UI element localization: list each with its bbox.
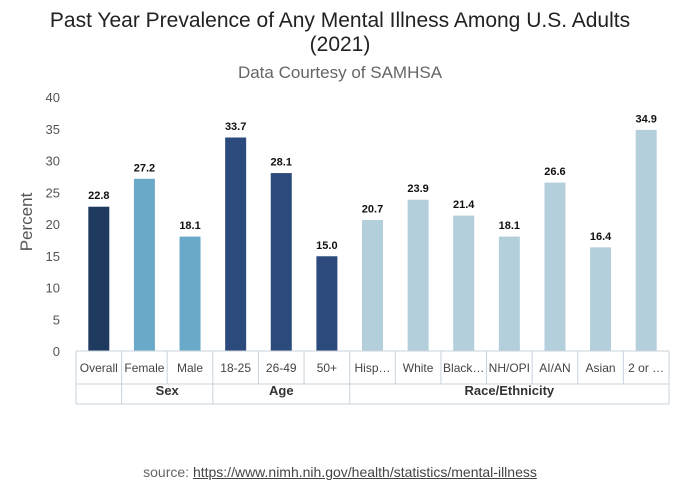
category-label: 2 or …	[628, 361, 664, 375]
bar	[361, 219, 384, 352]
group-label: Age	[269, 383, 294, 398]
data-label: 18.1	[499, 220, 520, 232]
data-label: 18.1	[179, 220, 200, 232]
y-tick-label: 25	[46, 185, 60, 200]
category-label: Hisp…	[354, 361, 390, 375]
bar	[132, 177, 156, 352]
bar-chart: Past Year Prevalence of Any Mental Illne…	[17, 9, 670, 405]
y-tick-label: 20	[46, 217, 60, 232]
y-axis-ticks: 0 5 10 15 20 25 30 35 40	[46, 90, 60, 359]
category-label: Overall	[80, 361, 118, 375]
source-note: source: https://www.nimh.nih.gov/health/…	[0, 464, 680, 480]
category-label: NH/OPI	[489, 361, 530, 375]
bar	[406, 198, 430, 352]
data-label: 34.9	[635, 113, 656, 125]
y-tick-label: 35	[46, 122, 60, 137]
y-tick-label: 15	[46, 249, 60, 264]
y-tick-label: 10	[46, 281, 60, 296]
chart-title-line2: (2021)	[310, 33, 371, 56]
bar	[269, 172, 293, 352]
category-label: 26-49	[266, 361, 297, 375]
category-label: 50+	[317, 361, 337, 375]
data-label: 28.1	[271, 157, 292, 169]
source-prefix: source:	[143, 464, 193, 480]
category-label: White	[403, 361, 434, 375]
category-label: Female	[124, 361, 164, 375]
category-label: Asian	[586, 361, 616, 375]
bar	[315, 255, 339, 352]
data-label: 23.9	[407, 183, 428, 195]
data-label: 27.2	[134, 162, 155, 174]
bar	[543, 181, 567, 352]
category-axis: Overall Female Male 18-25 26-49 50+ Hisp… White…	[75, 350, 670, 405]
category-label: 18-25	[220, 361, 251, 375]
y-axis-label: Percent	[17, 192, 36, 251]
bar	[87, 205, 111, 352]
group-label: Sex	[156, 383, 180, 398]
chart-subtitle: Data Courtesy of SAMHSA	[238, 63, 443, 82]
bar	[178, 235, 202, 352]
data-label: 15.0	[316, 240, 337, 252]
bar	[589, 246, 613, 352]
data-label: 33.7	[225, 121, 246, 133]
y-tick-label: 30	[46, 154, 60, 169]
bar	[452, 214, 476, 352]
category-label: AI/AN	[539, 361, 570, 375]
y-tick-label: 5	[53, 312, 60, 327]
chart-title-line1: Past Year Prevalence of Any Mental Illne…	[50, 9, 630, 32]
bar-series: 22.8 27.2 18.1 33.7 28.1 15.0 20.7 23.9 21.4 18.1…	[87, 113, 658, 352]
data-label: 21.4	[453, 199, 475, 211]
y-tick-label: 40	[46, 90, 60, 105]
group-label: Race/Ethnicity	[465, 383, 555, 398]
bar	[497, 235, 521, 352]
data-label: 26.6	[544, 166, 565, 178]
data-label: 20.7	[362, 204, 383, 216]
category-label: Black…	[443, 361, 484, 375]
data-label: 22.8	[88, 190, 109, 202]
bar	[224, 136, 248, 352]
source-link[interactable]: https://www.nimh.nih.gov/health/statisti…	[192, 464, 537, 480]
category-label: Male	[177, 361, 203, 375]
data-label: 16.4	[590, 231, 612, 243]
bar	[634, 128, 658, 352]
y-tick-label: 0	[53, 344, 60, 359]
